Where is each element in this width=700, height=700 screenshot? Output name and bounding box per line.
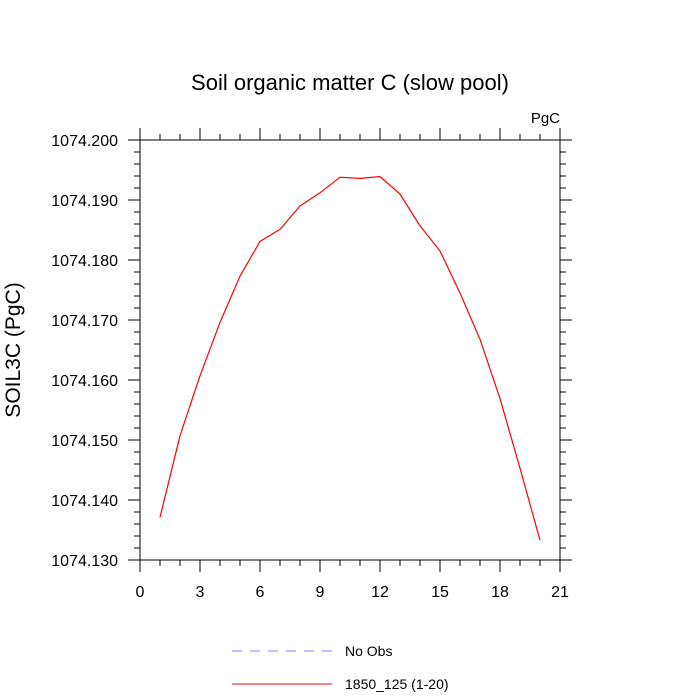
y-axis-label: SOIL3C (PgC) xyxy=(2,282,25,417)
y-tick-label: 1074.150 xyxy=(51,433,118,450)
series-layer xyxy=(159,176,541,541)
x-tick-label: 3 xyxy=(196,584,205,601)
y-tick-label: 1074.180 xyxy=(51,253,118,270)
plot-frame xyxy=(139,139,561,561)
legend-label-1850-125: 1850_125 (1-20) xyxy=(345,676,449,692)
x-tick-label: 6 xyxy=(256,584,265,601)
y-tick-label: 1074.170 xyxy=(51,313,118,330)
axis-ticks xyxy=(128,128,572,572)
x-tick-label: 12 xyxy=(371,584,389,601)
y-tick-label: 1074.190 xyxy=(51,193,118,210)
chart-title: Soil organic matter C (slow pool) xyxy=(191,70,509,95)
units-label: PgC xyxy=(531,110,560,127)
y-tick-label: 1074.160 xyxy=(51,373,118,390)
legend-label-no-obs: No Obs xyxy=(345,643,392,659)
x-tick-label: 9 xyxy=(316,584,325,601)
x-tick-label: 21 xyxy=(551,584,569,601)
x-tick-label: 15 xyxy=(431,584,449,601)
legend: No Obs 1850_125 (1-20) xyxy=(232,643,449,692)
y-tick-label: 1074.200 xyxy=(51,133,118,150)
axis-tick-labels: 0 3 6 9 12 15 18 21 1074.130 1074.140 1074.150 1074… xyxy=(51,133,569,601)
x-tick-label: 0 xyxy=(136,584,145,601)
y-tick-label: 1074.140 xyxy=(51,493,118,510)
y-tick-label: 1074.130 xyxy=(51,553,118,570)
series-line-1850-125-1-20- xyxy=(159,176,541,541)
x-tick-label: 18 xyxy=(491,584,509,601)
